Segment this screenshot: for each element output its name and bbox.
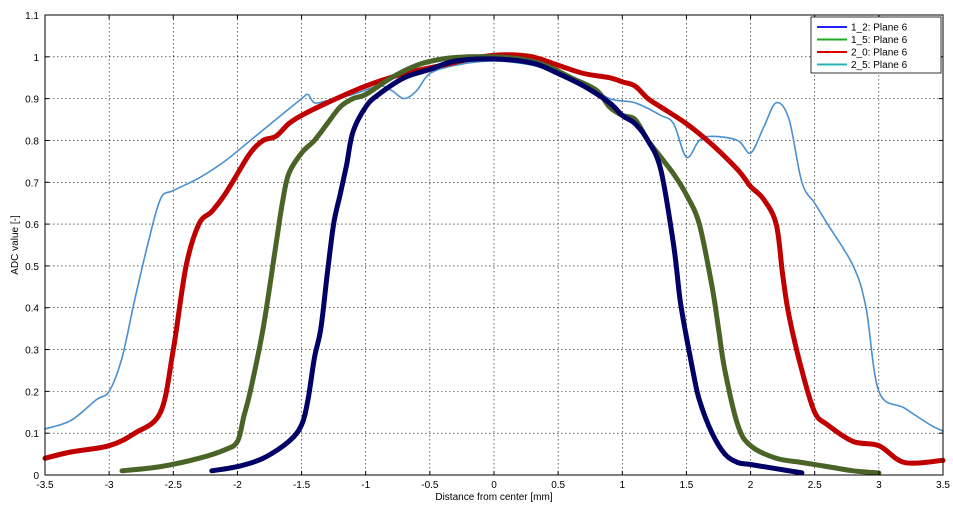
legend: 1_2: Plane 61_5: Plane 6 2_0: Plane 62_5:… bbox=[810, 16, 942, 74]
x-tick-label: 0.5 bbox=[551, 480, 565, 491]
x-tick-label: 3.5 bbox=[936, 480, 950, 491]
legend-entry: 2_5: Plane 6 bbox=[851, 60, 908, 71]
y-tick-label: 0.7 bbox=[25, 178, 39, 189]
x-tick-label: 0 bbox=[491, 480, 497, 491]
series-group bbox=[42, 52, 946, 476]
x-tick-label: 1 bbox=[620, 480, 626, 491]
x-tick-label: 1.5 bbox=[679, 480, 693, 491]
y-tick-label: 1.1 bbox=[25, 11, 39, 22]
series-line-2-0 bbox=[42, 52, 946, 466]
y-tick-label: 0.6 bbox=[25, 220, 39, 231]
x-tick-label: -1 bbox=[361, 480, 370, 491]
y-tick-label: 0.9 bbox=[25, 95, 39, 106]
x-tick-label: -3.5 bbox=[36, 480, 54, 491]
x-tick-label: -0.5 bbox=[421, 480, 439, 491]
y-tick-label: 0.4 bbox=[25, 304, 39, 315]
y-axis-label: ADC value [-] bbox=[10, 215, 21, 275]
y-ticks: 0 0.1 0.2 0.3 0.4 0.5 0.6 0.7 0.8 0.9 1 1.1 bbox=[25, 11, 943, 482]
series-line-1-2 bbox=[209, 56, 805, 476]
y-tick-label: 0.5 bbox=[25, 262, 39, 273]
x-tick-label: -2.5 bbox=[165, 480, 183, 491]
x-tick-label: 3 bbox=[876, 480, 882, 491]
legend-entry: 1_5: Plane 6 bbox=[851, 35, 908, 46]
x-tick-label: 2 bbox=[748, 480, 754, 491]
x-tick-label: -3 bbox=[105, 480, 114, 491]
y-tick-label: 0.3 bbox=[25, 346, 39, 357]
x-tick-label: -2 bbox=[233, 480, 242, 491]
y-tick-label: 0 bbox=[33, 471, 39, 482]
legend-entry: 2_0: Plane 6 bbox=[851, 48, 908, 59]
y-tick-label: 0.2 bbox=[25, 387, 39, 398]
y-tick-label: 0.8 bbox=[25, 136, 39, 147]
x-tick-label: -1.5 bbox=[293, 480, 311, 491]
x-tick-label: 2.5 bbox=[808, 480, 822, 491]
x-axis-label: Distance from center [mm] bbox=[435, 492, 552, 503]
legend-entry: 1_2: Plane 6 bbox=[851, 23, 908, 34]
x-ticks: -3.5 -3 -2.5 -2 -1.5 -1 -0.5 0 0.5 1 1.5 2 2.5 3 3.5 bbox=[36, 15, 950, 491]
y-tick-label: 1 bbox=[33, 53, 39, 64]
y-tick-label: 0.1 bbox=[25, 429, 39, 440]
